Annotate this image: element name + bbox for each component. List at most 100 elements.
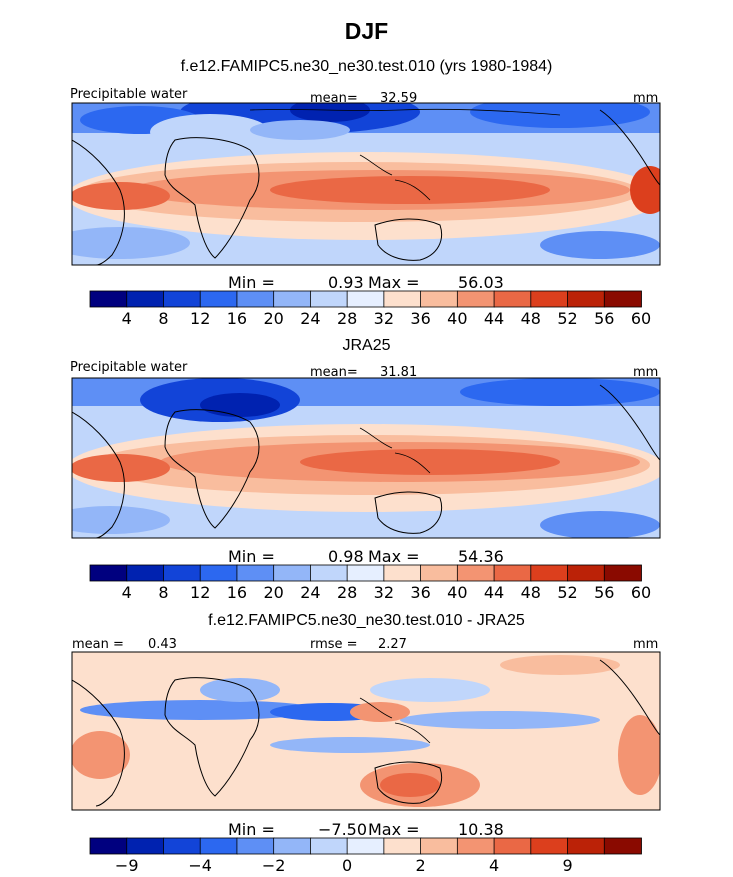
colorbar-1-swatch (89, 290, 128, 308)
colorbar-2-swatch (530, 564, 569, 582)
colorbar-1-tick-label: 4 (122, 309, 132, 328)
colorbar-1-tick-label: 56 (594, 309, 614, 328)
colorbar-1-swatch (493, 290, 532, 308)
colorbar-3-swatch (163, 837, 202, 855)
panel-2-map (72, 378, 660, 538)
colorbar-2-swatch (456, 564, 495, 582)
panel-2-mean: 31.81 (380, 365, 418, 380)
colorbar-2-tick-label: 20 (263, 583, 283, 602)
colorbar-3-tick-label: 9 (562, 856, 572, 875)
panel-3-min: −7.50 (318, 820, 368, 839)
panel-1-title: f.e12.FAMIPC5.ne30_ne30.test.010 (yrs 19… (180, 58, 553, 75)
panel-3-mean-label: mean = (72, 637, 124, 652)
colorbar-3-swatch (309, 837, 349, 855)
colorbar-3-tick-label: −2 (262, 856, 286, 875)
colorbar-1-swatch (309, 290, 349, 308)
panel-1-min-label: Min = (228, 273, 275, 292)
colorbar-2-tick-label: 4 (122, 583, 132, 602)
panel-1-variable: Precipitable water (70, 87, 188, 102)
colorbar-1-swatch (567, 290, 606, 308)
colorbar-2-swatch (163, 564, 202, 582)
colorbar-2-swatch (273, 564, 312, 582)
colorbar-3-swatch (493, 837, 532, 855)
colorbar-3-swatch (567, 837, 606, 855)
colorbar-2-tick-label: 36 (410, 583, 430, 602)
colorbar-3-swatch (420, 837, 459, 855)
colorbar-2-tick-label: 56 (594, 583, 614, 602)
colorbar-1-tick-label: 24 (300, 309, 320, 328)
panel-3-map (72, 652, 660, 810)
colorbar-2-tick-label: 40 (447, 583, 467, 602)
colorbar-2-tick-label: 16 (227, 583, 247, 602)
colorbar-3-tick-label: −4 (188, 856, 212, 875)
colorbar-1-tick-label: 40 (447, 309, 467, 328)
colorbar-2-tick-label: 52 (557, 583, 577, 602)
colorbar-2-tick-label: 48 (521, 583, 541, 602)
colorbar-1-tick-label: 52 (557, 309, 577, 328)
panel-1-units: mm (633, 91, 659, 106)
colorbar-2-tick-label: 60 (631, 583, 651, 602)
panel-3-units: mm (633, 637, 659, 652)
colorbar-1-swatch (383, 290, 422, 308)
panel-3-rmse-label: rmse = (310, 637, 358, 652)
colorbar-1-tick-label: 20 (263, 309, 283, 328)
panel-3-max: 10.38 (458, 820, 504, 839)
colorbar-3-swatch (89, 837, 128, 855)
colorbar-1-swatch (199, 290, 238, 308)
panel-1-min: 0.93 (328, 273, 364, 292)
panel-1-map (72, 103, 660, 265)
panel-2-colorbar: 4 8 12 16 20 24 28 32 36 40 44 48 52 56 60 (89, 564, 651, 602)
colorbar-3-swatch (530, 837, 569, 855)
colorbar-2-tick-label: 28 (337, 583, 357, 602)
colorbar-1-swatch (236, 290, 275, 308)
colorbar-2-tick-label: 32 (374, 583, 394, 602)
colorbar-2-swatch (603, 564, 642, 582)
panel-2-title: JRA25 (342, 337, 391, 354)
colorbar-1-swatch (346, 290, 385, 308)
colorbar-2-swatch (89, 564, 128, 582)
panel-3-colorbar: −9 −4 −2 0 2 4 9 (89, 837, 642, 875)
colorbar-3-tick-label: −9 (115, 856, 139, 875)
colorbar-2-tick-label: 8 (158, 583, 168, 602)
colorbar-2-swatch (126, 564, 165, 582)
panel-1-mean: 32.59 (380, 91, 418, 106)
panel-1-mean-label: mean= (310, 91, 358, 106)
page-title: DJF (344, 18, 389, 44)
colorbar-2-swatch (309, 564, 349, 582)
colorbar-1-tick-label: 36 (410, 309, 430, 328)
panel-3-min-label: Min = (228, 820, 275, 839)
colorbar-3-swatch (273, 837, 312, 855)
colorbar-2-swatch (346, 564, 385, 582)
colorbar-2-swatch (420, 564, 459, 582)
colorbar-1-tick-label: 32 (374, 309, 394, 328)
panel-2-variable: Precipitable water (70, 360, 188, 375)
colorbar-2-swatch (493, 564, 532, 582)
colorbar-1-swatch (530, 290, 569, 308)
colorbar-2-swatch (567, 564, 606, 582)
colorbar-3-tick-label: 0 (342, 856, 352, 875)
colorbar-1-tick-label: 28 (337, 309, 357, 328)
colorbar-1-tick-label: 48 (521, 309, 541, 328)
colorbar-1-swatch (456, 290, 495, 308)
colorbar-2-swatch (383, 564, 422, 582)
panel-1-max-label: Max = (368, 273, 420, 292)
colorbar-2-tick-label: 12 (190, 583, 210, 602)
colorbar-3-swatch (199, 837, 238, 855)
colorbar-2-tick-label: 24 (300, 583, 320, 602)
colorbar-3-swatch (346, 837, 385, 855)
colorbar-1-swatch (163, 290, 202, 308)
colorbar-1-tick-label: 12 (190, 309, 210, 328)
panel-2-units: mm (633, 365, 659, 380)
colorbar-1-tick-label: 60 (631, 309, 651, 328)
panel-2-min: 0.98 (328, 547, 364, 566)
colorbar-3-swatch (236, 837, 275, 855)
colorbar-1-swatch (126, 290, 165, 308)
colorbar-2-swatch (199, 564, 238, 582)
colorbar-1-tick-label: 8 (158, 309, 168, 328)
colorbar-3-tick-label: 4 (489, 856, 499, 875)
colorbar-3-swatch (456, 837, 495, 855)
panel-3-mean: 0.43 (148, 637, 177, 652)
panel-1-max: 56.03 (458, 273, 504, 292)
colorbar-1-tick-label: 44 (484, 309, 504, 328)
